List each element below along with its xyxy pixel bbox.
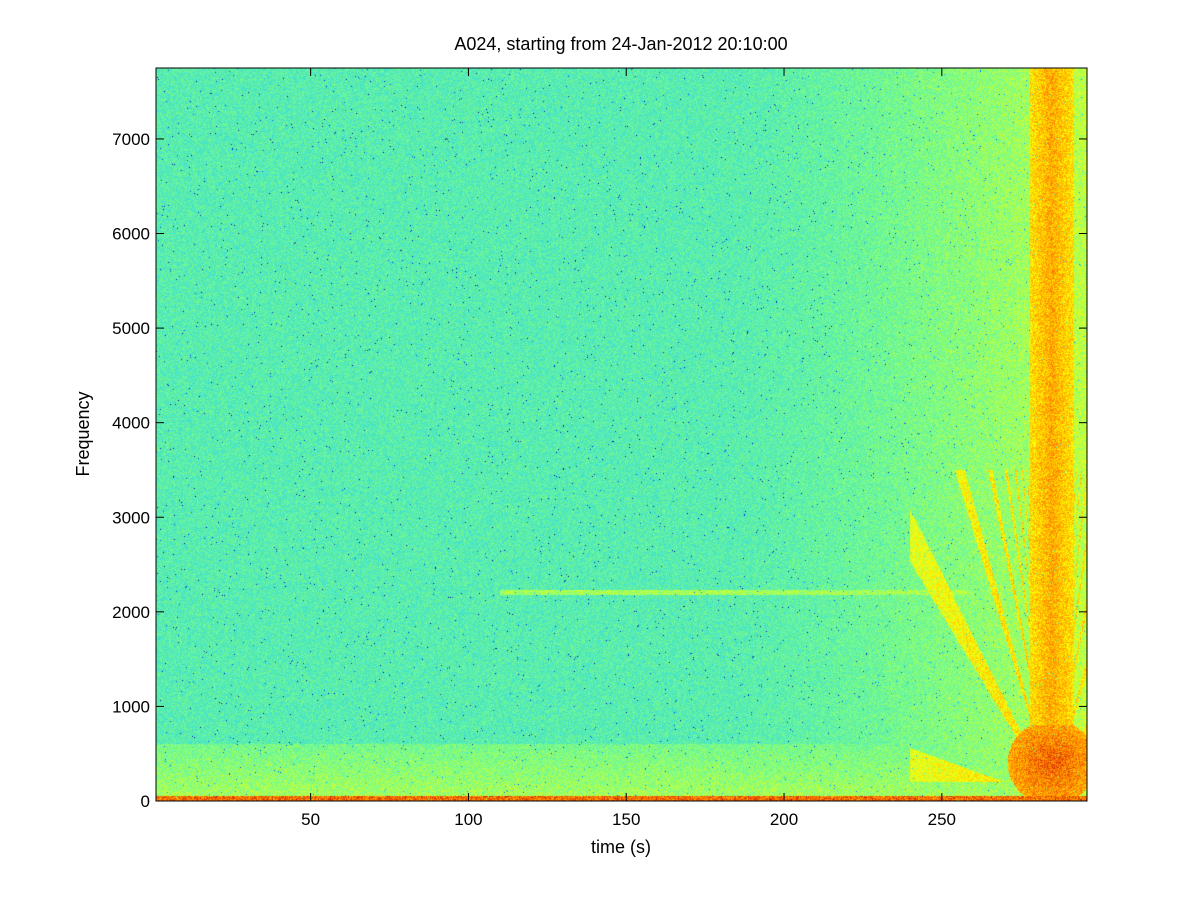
y-tick-label: 1000 <box>112 697 150 716</box>
y-axis: 0 1000 2000 3000 4000 5000 6000 7000 <box>112 130 1087 811</box>
x-tick-label: 200 <box>770 810 798 829</box>
chart-title: A024, starting from 24-Jan-2012 20:10:00 <box>454 34 787 54</box>
y-tick-label: 2000 <box>112 603 150 622</box>
y-tick-label: 3000 <box>112 508 150 527</box>
spectrogram-image <box>156 68 1087 801</box>
y-tick-label: 7000 <box>112 130 150 149</box>
y-tick-label: 6000 <box>112 225 150 244</box>
plot-frame <box>155 67 1088 802</box>
y-tick-label: 5000 <box>112 319 150 338</box>
x-tick-label: 100 <box>454 810 482 829</box>
y-tick-label: 4000 <box>112 414 150 433</box>
x-tick-label: 250 <box>928 810 956 829</box>
plot-area <box>155 67 1088 802</box>
x-axis-title: time (s) <box>591 837 651 857</box>
x-tick-label: 150 <box>612 810 640 829</box>
x-tick-label: 50 <box>301 810 320 829</box>
x-axis: 50 100 150 200 250 <box>301 68 956 829</box>
y-axis-title: Frequency <box>73 391 93 476</box>
y-tick-label: 0 <box>141 792 150 811</box>
